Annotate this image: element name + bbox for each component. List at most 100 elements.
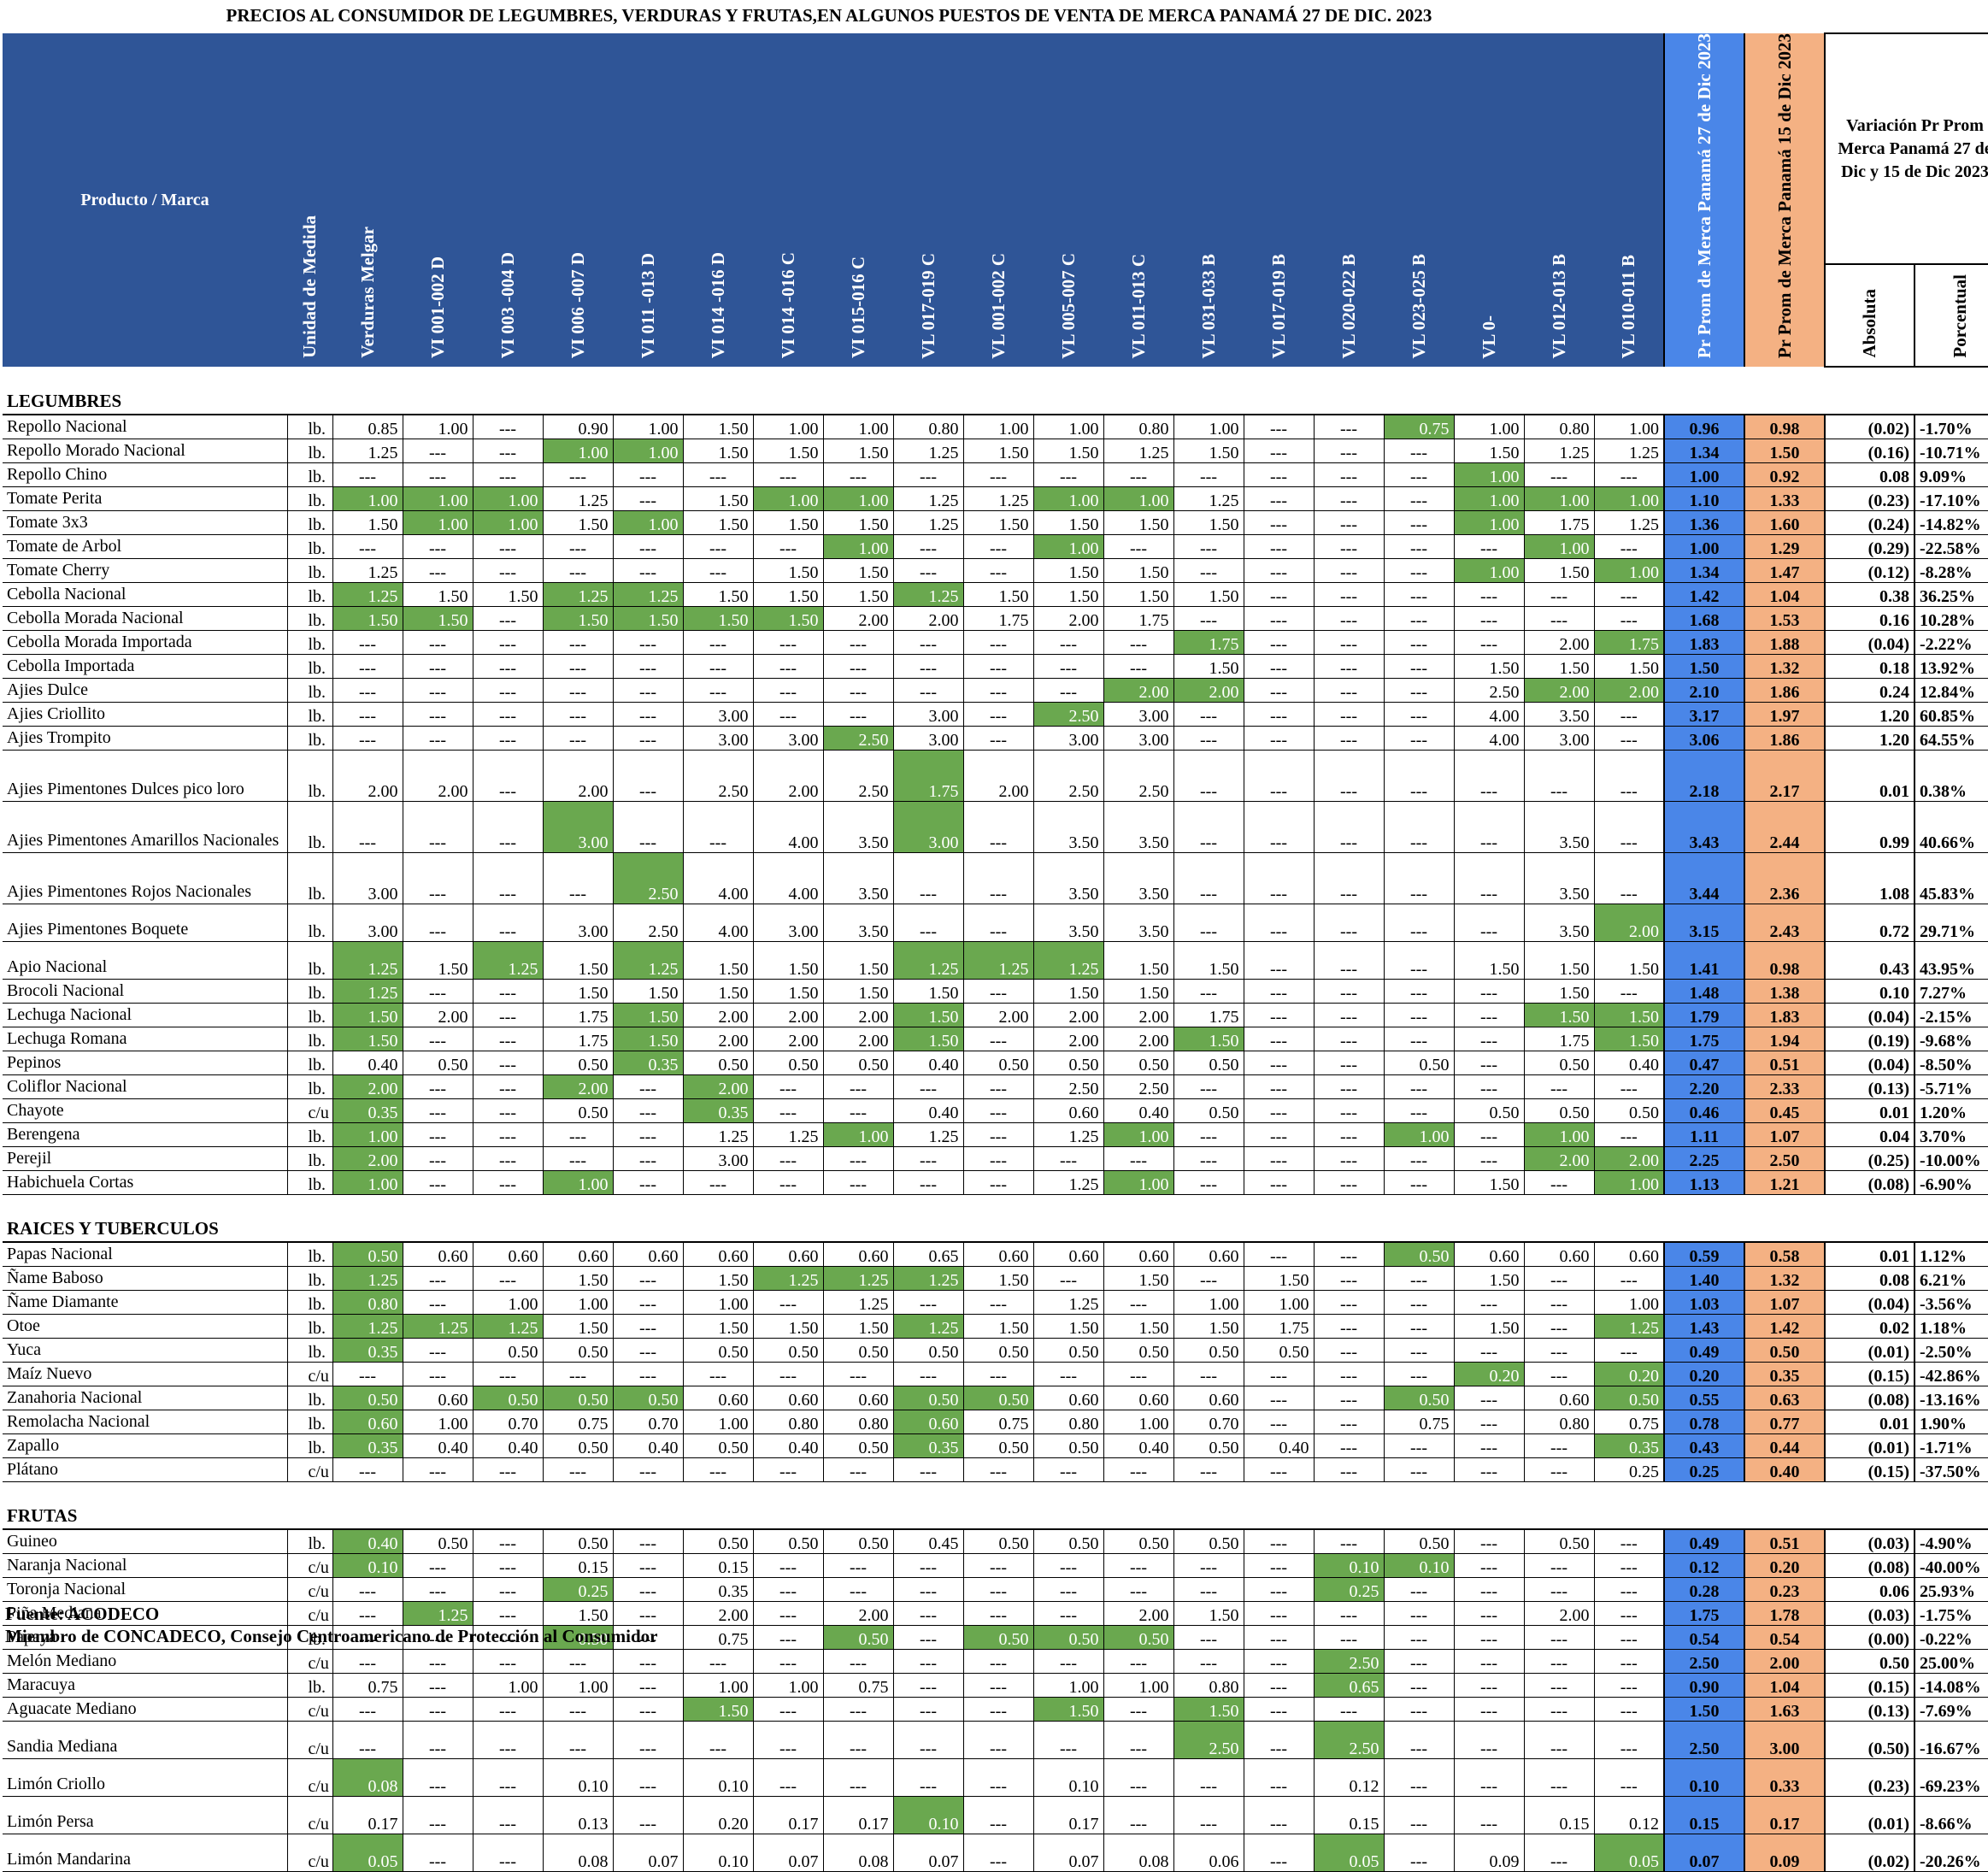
unit-cell: lb. [287, 801, 333, 854]
price-cell: 1.50 [683, 415, 754, 440]
price-cell: --- [893, 1170, 964, 1196]
price-cell: --- [1524, 1362, 1595, 1387]
price-cell: --- [963, 801, 1034, 854]
price-cell: --- [683, 1721, 754, 1760]
header-store-1: VI 001-002 D [403, 33, 473, 368]
product-name: Maíz Nuevo [3, 1362, 288, 1387]
price-cell: 1.50 [1454, 1266, 1525, 1292]
price-cell: 0.50 [332, 1386, 403, 1411]
variation-absolute-cell: 0.01 [1825, 1242, 1915, 1268]
price-cell: --- [963, 1290, 1034, 1316]
price-cell: 0.75 [1384, 1410, 1455, 1435]
header-store-11: VL 011-013 C [1103, 33, 1173, 368]
price-cell: --- [1244, 801, 1315, 854]
prev-price-cell: 1.07 [1744, 1122, 1826, 1148]
price-cell: --- [1524, 1758, 1595, 1798]
product-name: Ajies Pimentones Boquete [3, 904, 288, 943]
price-cell: 0.80 [1524, 415, 1595, 440]
price-cell: 0.80 [1033, 1410, 1104, 1435]
price-cell: --- [1384, 1074, 1455, 1100]
price-cell: --- [1524, 1697, 1595, 1722]
price-cell: 0.70 [473, 1410, 544, 1435]
price-cell: 0.50 [683, 1529, 754, 1555]
price-cell: --- [1314, 1051, 1385, 1076]
unit-cell: lb. [287, 462, 333, 488]
price-cell: --- [753, 1146, 824, 1172]
table-row: Yuca lb. 0.35 --- 0.50 0.50 --- 0.50 0.50 0.50 0.5… [3, 1338, 1988, 1363]
variation-absolute-cell: (0.03) [1825, 1529, 1915, 1555]
price-cell: --- [613, 1721, 684, 1760]
price-cell: 2.50 [683, 750, 754, 803]
price-cell: 2.00 [1033, 1003, 1104, 1028]
price-cell: --- [963, 1697, 1034, 1722]
price-cell: --- [1314, 1410, 1385, 1435]
price-cell: --- [683, 630, 754, 656]
price-cell: 1.25 [332, 979, 403, 1004]
price-cell: 1.25 [893, 1314, 964, 1339]
price-cell: --- [1103, 1577, 1174, 1603]
price-cell: 1.50 [753, 979, 824, 1004]
avg-price-cell: 0.07 [1663, 1834, 1745, 1872]
price-cell: --- [1033, 462, 1104, 488]
table-row: Limón Criollo c/u 0.08 --- --- 0.10 --- 0.10 ---… [3, 1758, 1988, 1798]
price-cell: 2.50 [1314, 1721, 1385, 1760]
price-cell: 1.00 [1033, 486, 1104, 512]
price-cell: --- [543, 678, 614, 703]
price-cell: --- [893, 678, 964, 703]
price-cell: 0.75 [1384, 415, 1455, 440]
avg-price-cell: 1.79 [1663, 1003, 1745, 1028]
variation-percent-cell: 29.71% [1914, 904, 1988, 943]
price-cell: 3.50 [1033, 801, 1104, 854]
price-cell: --- [1314, 750, 1385, 803]
price-cell: 0.65 [893, 1242, 964, 1268]
prev-price-cell: 0.44 [1744, 1433, 1826, 1459]
price-cell: 1.75 [543, 1003, 614, 1028]
price-cell: 1.25 [683, 1122, 754, 1148]
price-cell: 3.50 [1524, 852, 1595, 905]
variation-absolute-cell: (0.04) [1825, 1290, 1915, 1316]
price-cell: --- [473, 702, 544, 727]
price-cell: 0.40 [753, 1433, 824, 1459]
price-cell: --- [1454, 1553, 1525, 1579]
price-cell: 1.50 [1173, 1601, 1244, 1627]
price-cell: 1.50 [1173, 654, 1244, 680]
unit-cell: c/u [287, 1098, 333, 1124]
variation-absolute-cell: 0.08 [1825, 462, 1915, 488]
price-cell: 1.25 [543, 582, 614, 608]
price-cell: 1.50 [613, 979, 684, 1004]
price-cell: --- [1244, 1625, 1315, 1651]
table-row: Brocoli Nacional lb. 1.25 --- --- 1.50 1.50 1.5… [3, 979, 1988, 1004]
avg-price-cell: 1.34 [1663, 558, 1745, 584]
price-cell: --- [1314, 439, 1385, 464]
price-cell: --- [1314, 979, 1385, 1004]
price-cell: 1.00 [823, 1122, 894, 1148]
price-cell: --- [1314, 726, 1385, 751]
price-cell: --- [1244, 1577, 1315, 1603]
price-cell: --- [1384, 1577, 1455, 1603]
price-cell: --- [1384, 1796, 1455, 1835]
price-cell: 1.50 [1033, 558, 1104, 584]
header-store-3: VI 006 -007 D [543, 33, 613, 368]
price-cell: 1.50 [1103, 1314, 1174, 1339]
price-cell: --- [1314, 1003, 1385, 1028]
price-cell: --- [1384, 558, 1455, 584]
avg-price-cell: 1.83 [1663, 630, 1745, 656]
price-cell: 1.00 [613, 510, 684, 536]
prev-price-cell: 0.35 [1744, 1362, 1826, 1387]
product-name: Limón Criollo [3, 1758, 288, 1798]
price-cell: --- [963, 904, 1034, 943]
price-cell: --- [613, 678, 684, 703]
variation-absolute-cell: (0.15) [1825, 1457, 1915, 1483]
prev-price-cell: 1.78 [1744, 1601, 1826, 1627]
price-cell: 0.05 [1594, 1834, 1665, 1872]
price-cell: 0.50 [1173, 1051, 1244, 1076]
price-cell: --- [613, 1529, 684, 1555]
price-cell: 1.50 [1454, 1170, 1525, 1196]
avg-price-cell: 0.28 [1663, 1577, 1745, 1603]
price-cell: --- [1454, 1003, 1525, 1028]
price-cell: --- [823, 1649, 894, 1675]
price-cell: --- [753, 1758, 824, 1798]
price-cell: --- [473, 415, 544, 440]
price-cell: --- [1454, 979, 1525, 1004]
variation-percent-cell: 40.66% [1914, 801, 1988, 854]
